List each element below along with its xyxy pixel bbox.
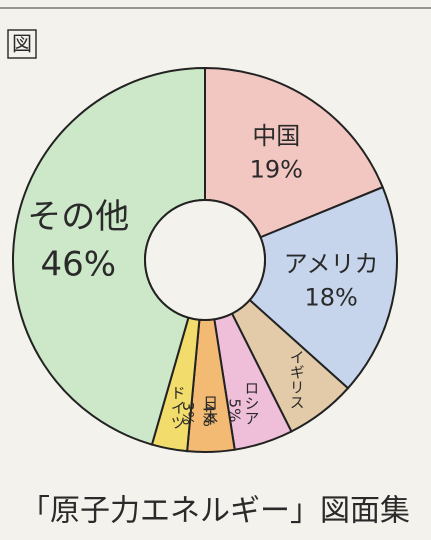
donut-hole bbox=[145, 200, 265, 320]
figure-label: 図 bbox=[12, 32, 32, 56]
chart: 図 「原子力エネルギー」図面集 中国19%アメリカ18%イギリス6%ロシア5%日… bbox=[0, 0, 431, 540]
page: 図 「原子力エネルギー」図面集 中国19%アメリカ18%イギリス6%ロシア5%日… bbox=[0, 0, 431, 540]
slice-label: ロシア bbox=[242, 380, 260, 425]
slice-label: その他 bbox=[27, 197, 129, 237]
value-label: 46% bbox=[40, 244, 116, 284]
slice-label: イギリス bbox=[288, 349, 306, 409]
value-label: 19% bbox=[250, 156, 303, 184]
caption: 「原子力エネルギー」図面集 bbox=[20, 494, 410, 529]
value-label: 18% bbox=[304, 284, 357, 312]
slice-label: アメリカ bbox=[284, 250, 379, 278]
value-label: 3% bbox=[179, 401, 197, 425]
value-label: 4% bbox=[199, 403, 217, 427]
slice-label: 中国 bbox=[252, 122, 300, 150]
